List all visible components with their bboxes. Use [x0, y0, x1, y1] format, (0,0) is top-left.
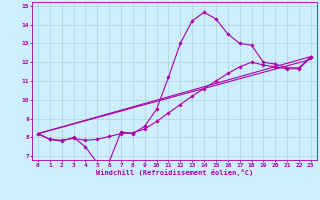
X-axis label: Windchill (Refroidissement éolien,°C): Windchill (Refroidissement éolien,°C)	[96, 169, 253, 176]
